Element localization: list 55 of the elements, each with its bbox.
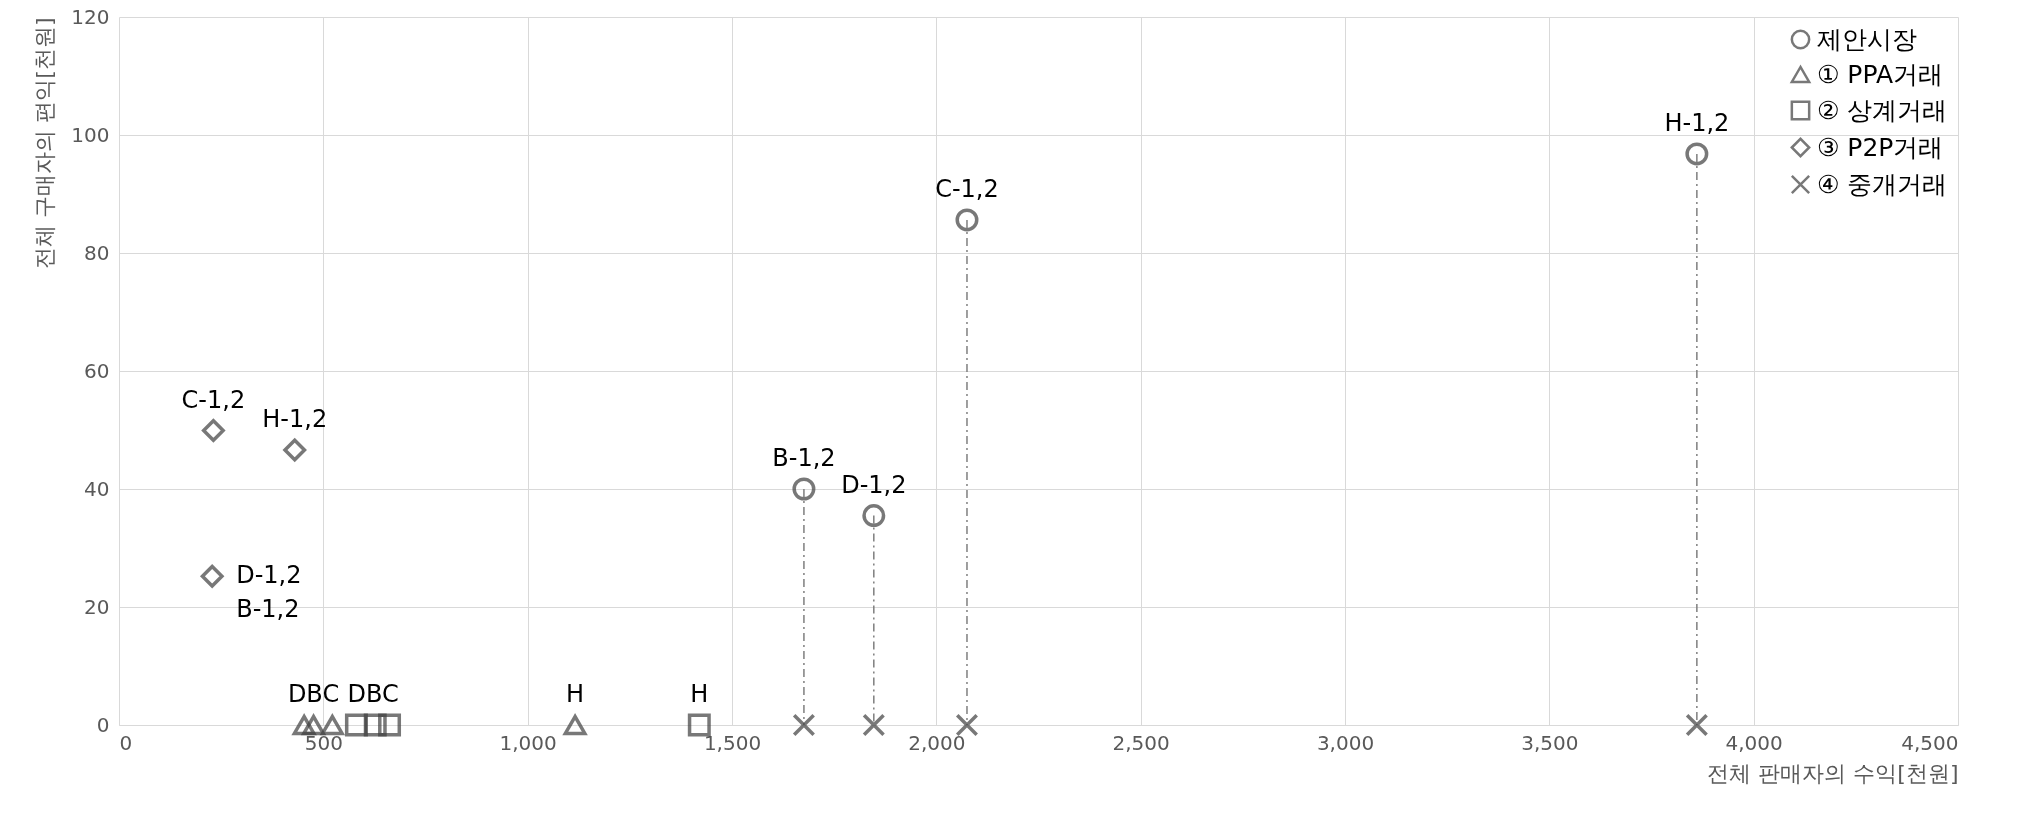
point (320, 714, 344, 736)
y-tick-label: 0 (96, 712, 110, 737)
point (862, 713, 886, 737)
legend-label: 제안시장 (1817, 24, 1917, 54)
legend-label: ④ 중개거래 (1817, 169, 1948, 199)
legend-label: ② 상계거래 (1817, 95, 1948, 125)
y-tick-label: 100 (71, 122, 110, 147)
y-tick-label: 40 (84, 476, 110, 501)
annotation: B-1,2 (236, 595, 300, 624)
annotation: H (690, 680, 709, 708)
x-tick-label: 3,000 (1316, 730, 1375, 755)
point (1685, 713, 1709, 737)
y-tick-label: 120 (71, 4, 110, 29)
annotation: H-1,2 (262, 405, 328, 434)
x-tick-label: 4,000 (1725, 730, 1783, 755)
point (302, 714, 326, 736)
x-tick-label: 1,000 (499, 730, 557, 755)
annotation: D-1,2 (841, 470, 907, 499)
point (292, 714, 316, 736)
point (201, 419, 225, 443)
annotation: C-1,2 (935, 174, 999, 203)
legend-label: ① PPA거래 (1817, 59, 1944, 89)
legend-label: ③ P2P거래 (1817, 132, 1944, 162)
y-axis-title: 전체 구매자의 편익[천원] (32, 17, 58, 269)
y-tick-label: 80 (84, 240, 110, 265)
annotation: H-1,2 (1664, 108, 1730, 137)
annotation: H (566, 680, 585, 708)
point (363, 713, 387, 737)
point (1685, 142, 1709, 166)
annotation: B-1,2 (772, 444, 836, 472)
x-axis-title: 전체 판매자의 수익[천원] (1707, 760, 1959, 786)
annotation: C-1,2 (181, 385, 246, 414)
point (687, 713, 711, 737)
x-tick-label: 3,500 (1521, 730, 1579, 755)
point (563, 714, 587, 736)
point (344, 713, 368, 737)
point (378, 713, 402, 737)
annotation: DBC (287, 680, 340, 708)
point (792, 477, 816, 501)
x-tick-label: 2,500 (1112, 730, 1170, 755)
y-tick-label: 20 (84, 594, 110, 619)
x-tick-label: 0 (119, 730, 133, 755)
x-tick-label: 1,500 (703, 730, 762, 755)
point (792, 713, 816, 737)
point (955, 713, 979, 737)
y-tick-label: 60 (84, 358, 110, 383)
x-tick-label: 500 (304, 730, 343, 755)
annotation: D-1,2 (236, 561, 302, 590)
x-tick-label: 2,000 (908, 730, 966, 755)
annotation: DBC (347, 680, 399, 708)
point (862, 504, 886, 528)
point (283, 438, 307, 462)
point (955, 208, 979, 232)
x-tick-label: 4,500 (1901, 730, 1959, 755)
point (200, 564, 224, 588)
